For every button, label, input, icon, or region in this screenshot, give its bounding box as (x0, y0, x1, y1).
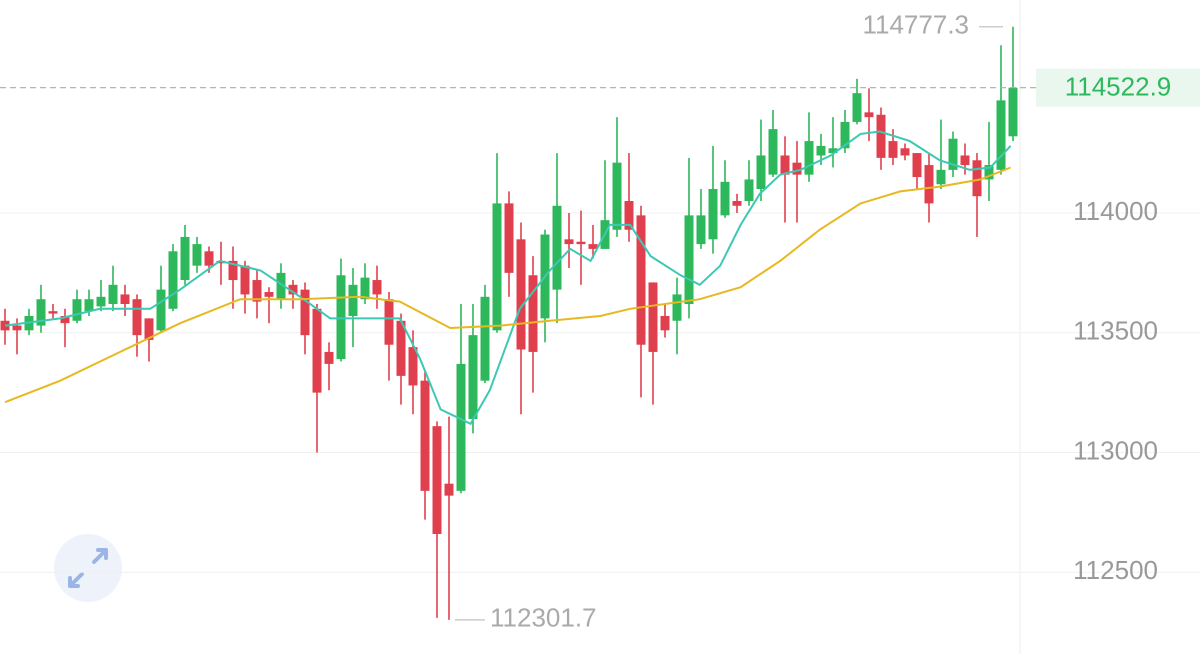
expand-button[interactable] (54, 534, 122, 602)
candle-body (900, 148, 910, 156)
candle-body (336, 275, 346, 360)
candle-body (672, 294, 682, 321)
candle-body (624, 200, 634, 230)
candle-body (108, 284, 118, 305)
candle-body (744, 179, 754, 201)
candle-body (324, 351, 334, 364)
candle-body (516, 239, 526, 350)
candle-body (996, 100, 1006, 170)
candle-body (48, 311, 58, 314)
candle-body (708, 189, 718, 240)
candle-body (264, 292, 274, 297)
candle-body (840, 121, 850, 149)
candle-body (192, 244, 202, 266)
candle-body (348, 284, 358, 316)
candle-body (696, 215, 706, 245)
candle-body (72, 299, 82, 321)
candle-body (660, 315, 670, 331)
candle-body (612, 162, 622, 230)
candle-body (384, 299, 394, 345)
candle-body (396, 320, 406, 376)
candle-body (936, 169, 946, 185)
candle-body (720, 181, 730, 216)
candle-body (1008, 87, 1018, 137)
candle-body (828, 148, 838, 154)
candle-body (780, 155, 790, 175)
candle-body (924, 165, 934, 204)
candle-body (576, 241, 586, 245)
candle-body (456, 363, 466, 491)
candle-body (360, 277, 370, 300)
candle-body (204, 251, 214, 266)
candle-body (636, 215, 646, 345)
candle-body (852, 93, 862, 122)
expand-icon[interactable] (68, 548, 108, 588)
candle-body (240, 265, 250, 295)
ma-line (4, 130, 1012, 426)
candle-body (948, 138, 958, 170)
candle-body (120, 294, 130, 305)
candle-body (816, 145, 826, 156)
min-label: 112301.7 (490, 603, 597, 633)
y-tick-label: 112500 (1073, 555, 1158, 585)
candle-body (408, 347, 418, 386)
candle-body (84, 299, 94, 312)
candle-body (888, 141, 898, 158)
y-tick-label: 113500 (1073, 316, 1158, 346)
candle-body (912, 153, 922, 178)
candle-body (768, 129, 778, 175)
candle-body (492, 203, 502, 331)
candle-body (300, 289, 310, 336)
candle-body (732, 200, 742, 206)
candle-body (168, 251, 178, 309)
candle-body (552, 205, 562, 290)
candle-body (420, 380, 430, 491)
candle-body (252, 280, 262, 302)
candle-body (228, 260, 238, 281)
candle-body (432, 426, 442, 534)
candle-body (564, 239, 574, 245)
candle-body (588, 244, 598, 249)
candle-body (132, 299, 142, 336)
candle-body (756, 155, 766, 190)
candle-body (96, 296, 106, 307)
candle-body (180, 236, 190, 281)
candle-body (288, 284, 298, 295)
y-tick-label: 113000 (1073, 435, 1158, 465)
candle-body (972, 160, 982, 197)
candle-body (792, 162, 802, 175)
candle-body (144, 318, 154, 340)
candle-body (528, 275, 538, 352)
candle-body (504, 203, 514, 273)
candle-body (984, 165, 994, 180)
candle-body (60, 315, 70, 324)
candle-body (960, 155, 970, 166)
current-price-badge (1036, 68, 1200, 107)
candle-body (36, 299, 46, 326)
ma-line (4, 166, 1011, 404)
expand-button-bg[interactable] (54, 534, 122, 602)
current-price-label: 114522.9 (1065, 72, 1172, 102)
candle-body (372, 280, 382, 295)
candle-body (480, 296, 490, 381)
candle-body (312, 308, 322, 393)
y-tick-label: 114000 (1073, 196, 1158, 226)
candle-body (804, 141, 814, 175)
candle-body (276, 272, 286, 300)
candle-body (864, 112, 874, 118)
candle-body (648, 282, 658, 352)
candle-body (156, 289, 166, 331)
candle-body (444, 483, 454, 496)
candle-body (468, 335, 478, 419)
max-label: 114777.3 (862, 10, 969, 40)
candle-body (684, 215, 694, 305)
candle-body (876, 114, 886, 158)
candle-body (12, 325, 22, 331)
